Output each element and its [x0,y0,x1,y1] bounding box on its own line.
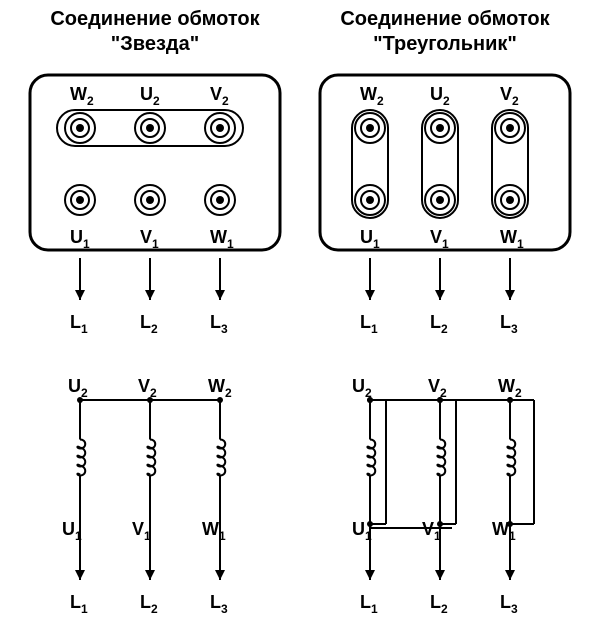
delta-title-2: "Треугольник" [373,33,517,55]
page: { "canvas":{"w":600,"h":633,"bg":"#fffff… [0,0,600,633]
delta-title-1: Соединение обмоток [340,8,550,30]
star-title-2: "Звезда" [111,33,199,55]
diagram: Соединение обмоток"Звезда"W2U2V2U1V1W1L1… [0,0,600,633]
star-title-1: Соединение обмоток [50,8,260,30]
